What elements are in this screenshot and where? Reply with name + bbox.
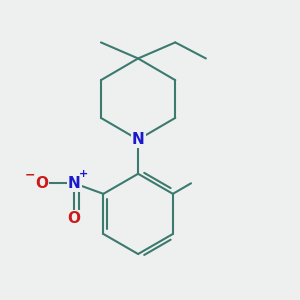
Text: O: O (68, 211, 81, 226)
Text: +: + (79, 169, 88, 179)
Text: N: N (132, 132, 145, 147)
Text: N: N (68, 176, 81, 191)
Text: O: O (35, 176, 48, 191)
Text: −: − (25, 169, 35, 182)
